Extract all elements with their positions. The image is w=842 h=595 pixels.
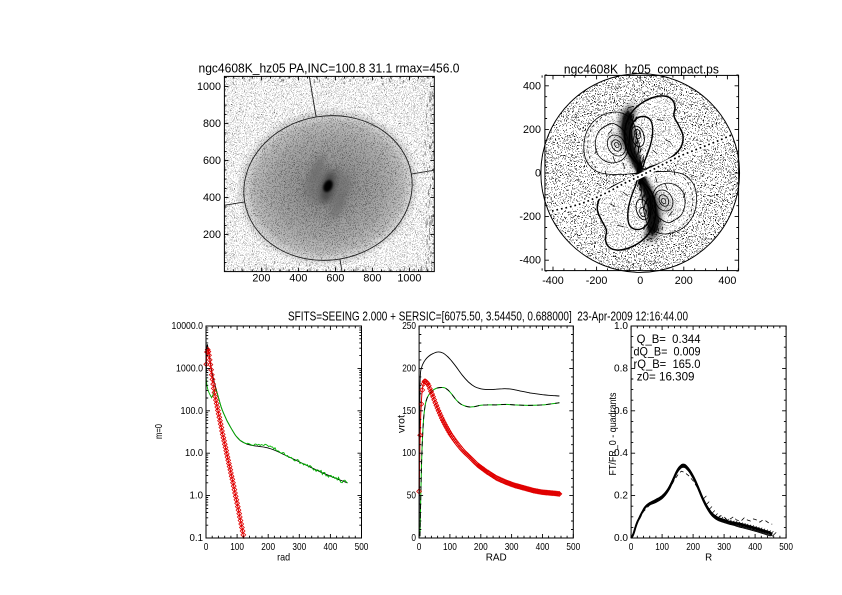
- svg-text:400: 400: [718, 275, 736, 287]
- svg-text:800: 800: [203, 118, 221, 130]
- svg-text:100: 100: [230, 541, 244, 553]
- svg-text:10000.0: 10000.0: [172, 320, 204, 332]
- svg-text:200: 200: [523, 124, 541, 136]
- svg-text:-400: -400: [519, 255, 541, 267]
- svg-text:ngc4608K_hz05_compact.ps: ngc4608K_hz05_compact.ps: [564, 62, 719, 77]
- svg-text:rQ_B= 165.0: rQ_B= 165.0: [634, 357, 701, 371]
- svg-text:0.8: 0.8: [614, 362, 628, 374]
- svg-text:50: 50: [407, 490, 416, 502]
- svg-text:0: 0: [204, 541, 209, 553]
- svg-text:vrot: vrot: [396, 415, 408, 433]
- svg-text:500: 500: [355, 541, 369, 553]
- svg-text:300: 300: [717, 541, 731, 553]
- svg-text:SFITS=SEEING 2.000 + SERSIC=[6: SFITS=SEEING 2.000 + SERSIC=[6075.50, 3.…: [288, 309, 688, 324]
- svg-text:0.6: 0.6: [614, 405, 628, 417]
- svg-text:100: 100: [655, 541, 669, 553]
- svg-text:100: 100: [402, 447, 416, 459]
- svg-text:400: 400: [748, 541, 762, 553]
- svg-text:200: 200: [203, 229, 221, 241]
- svg-text:500: 500: [566, 541, 580, 553]
- svg-text:dQ_B= 0.009: dQ_B= 0.009: [634, 345, 701, 359]
- svg-text:-200: -200: [519, 211, 541, 223]
- svg-text:Q_B= 0.344: Q_B= 0.344: [634, 332, 701, 346]
- svg-text:400: 400: [324, 541, 338, 553]
- svg-text:250: 250: [402, 320, 416, 332]
- svg-text:600: 600: [203, 155, 221, 167]
- svg-text:FT/FR_0 - quadrants: FT/FR_0 - quadrants: [608, 393, 619, 476]
- svg-text:1.0: 1.0: [190, 490, 204, 502]
- svg-text:rad: rad: [277, 552, 290, 564]
- svg-text:m=0: m=0: [153, 424, 165, 439]
- svg-text:0: 0: [417, 541, 422, 553]
- svg-text:200: 200: [402, 362, 416, 374]
- svg-text:0.1: 0.1: [190, 532, 204, 544]
- svg-text:0: 0: [535, 168, 541, 180]
- svg-text:100: 100: [443, 541, 457, 553]
- svg-text:600: 600: [326, 273, 344, 285]
- svg-text:0: 0: [629, 541, 634, 553]
- svg-text:10.0: 10.0: [185, 447, 203, 459]
- svg-text:400: 400: [523, 80, 541, 92]
- svg-text:400: 400: [536, 541, 550, 553]
- svg-text:300: 300: [292, 541, 306, 553]
- svg-text:400: 400: [289, 273, 307, 285]
- svg-text:z0= 16.309: z0= 16.309: [634, 370, 695, 384]
- svg-text:1000: 1000: [197, 81, 221, 93]
- svg-text:200: 200: [474, 541, 488, 553]
- svg-text:RAD: RAD: [486, 552, 507, 564]
- svg-text:100.0: 100.0: [181, 405, 204, 417]
- svg-text:200: 200: [252, 273, 270, 285]
- svg-text:800: 800: [363, 273, 381, 285]
- svg-text:1000.0: 1000.0: [176, 362, 203, 374]
- svg-text:0.2: 0.2: [614, 490, 628, 502]
- svg-text:-200: -200: [586, 275, 608, 287]
- svg-text:500: 500: [779, 541, 793, 553]
- svg-text:150: 150: [402, 405, 416, 417]
- svg-text:ngc4608K_hz05 PA,INC=100.8 31.: ngc4608K_hz05 PA,INC=100.8 31.1 rmax=456…: [199, 61, 460, 76]
- svg-text:200: 200: [261, 541, 275, 553]
- svg-text:1000: 1000: [397, 273, 421, 285]
- svg-text:200: 200: [686, 541, 700, 553]
- svg-text:R: R: [705, 552, 712, 564]
- svg-text:400: 400: [203, 192, 221, 204]
- svg-text:200: 200: [675, 275, 693, 287]
- svg-text:0: 0: [411, 532, 416, 544]
- svg-text:0.0: 0.0: [614, 532, 628, 544]
- svg-text:0.4: 0.4: [614, 447, 628, 459]
- svg-text:-400: -400: [542, 275, 564, 287]
- svg-text:0: 0: [637, 275, 643, 287]
- svg-text:300: 300: [505, 541, 519, 553]
- svg-text:1.0: 1.0: [614, 320, 628, 332]
